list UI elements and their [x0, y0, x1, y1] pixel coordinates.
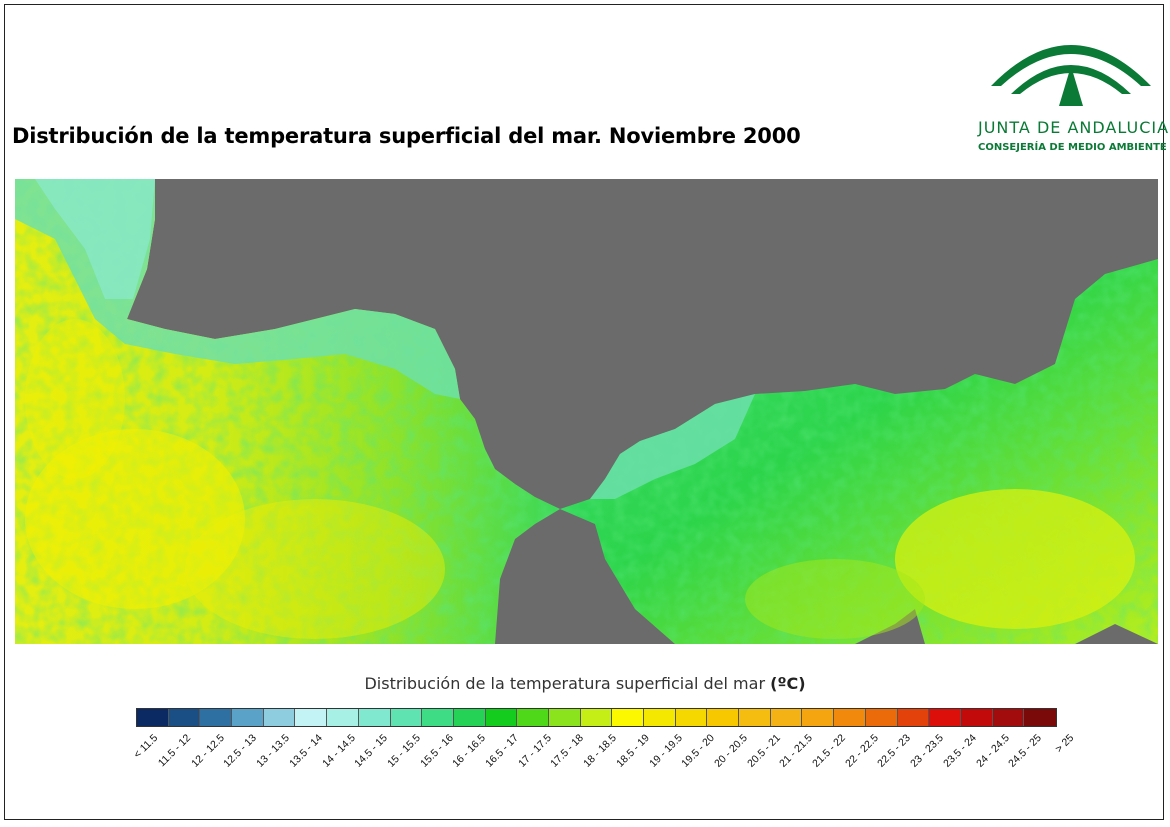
- legend-swatch: [453, 709, 486, 726]
- legend-swatch: [580, 709, 613, 726]
- sea-temperature-map: [15, 179, 1158, 644]
- legend-swatch: [739, 709, 771, 726]
- junta-de-andalucia-logo: JUNTA DE ANDALUCIA CONSEJERÍA DE MEDIO A…: [978, 14, 1170, 164]
- legend-swatch: [168, 709, 201, 726]
- map-canvas: [15, 179, 1158, 644]
- legend-swatch: [707, 709, 740, 726]
- legend-swatch: [422, 709, 454, 726]
- legend-swatch: [1024, 709, 1056, 726]
- legend-swatch: [517, 709, 549, 726]
- legend-swatch: [929, 709, 961, 726]
- legend-swatch: [485, 709, 518, 726]
- legend-swatch: [390, 709, 423, 726]
- logo-subtitle: CONSEJERÍA DE MEDIO AMBIENTE: [978, 142, 1167, 153]
- legend-title-text: Distribución de la temperatura superfici…: [364, 674, 766, 693]
- legend-swatch: [770, 709, 803, 726]
- legend-swatch: [358, 709, 391, 726]
- legend-swatch: [232, 709, 264, 726]
- legend-color-bar: [136, 708, 1057, 727]
- legend-swatch: [295, 709, 328, 726]
- legend-swatch: [263, 709, 296, 726]
- logo-emblem-icon: [991, 45, 1151, 106]
- legend-swatch: [802, 709, 835, 726]
- figure-frame: [4, 4, 1164, 820]
- legend-swatch: [865, 709, 898, 726]
- legend-swatch: [675, 709, 708, 726]
- legend-swatch: [960, 709, 993, 726]
- legend-swatch: [548, 709, 581, 726]
- legend-swatch: [612, 709, 644, 726]
- warm-sea-patch: [895, 489, 1135, 629]
- page-title: Distribución de la temperatura superfici…: [12, 124, 801, 148]
- legend-swatch: [834, 709, 866, 726]
- legend-swatch: [137, 709, 169, 726]
- logo-name: JUNTA DE ANDALUCIA: [978, 118, 1170, 137]
- legend-swatch: [992, 709, 1025, 726]
- legend-swatch: [897, 709, 930, 726]
- legend-swatch: [644, 709, 676, 726]
- legend-unit: (ºC): [770, 674, 806, 693]
- legend-title: Distribución de la temperatura superfici…: [0, 674, 1170, 693]
- legend-swatch: [327, 709, 359, 726]
- legend-swatch: [200, 709, 233, 726]
